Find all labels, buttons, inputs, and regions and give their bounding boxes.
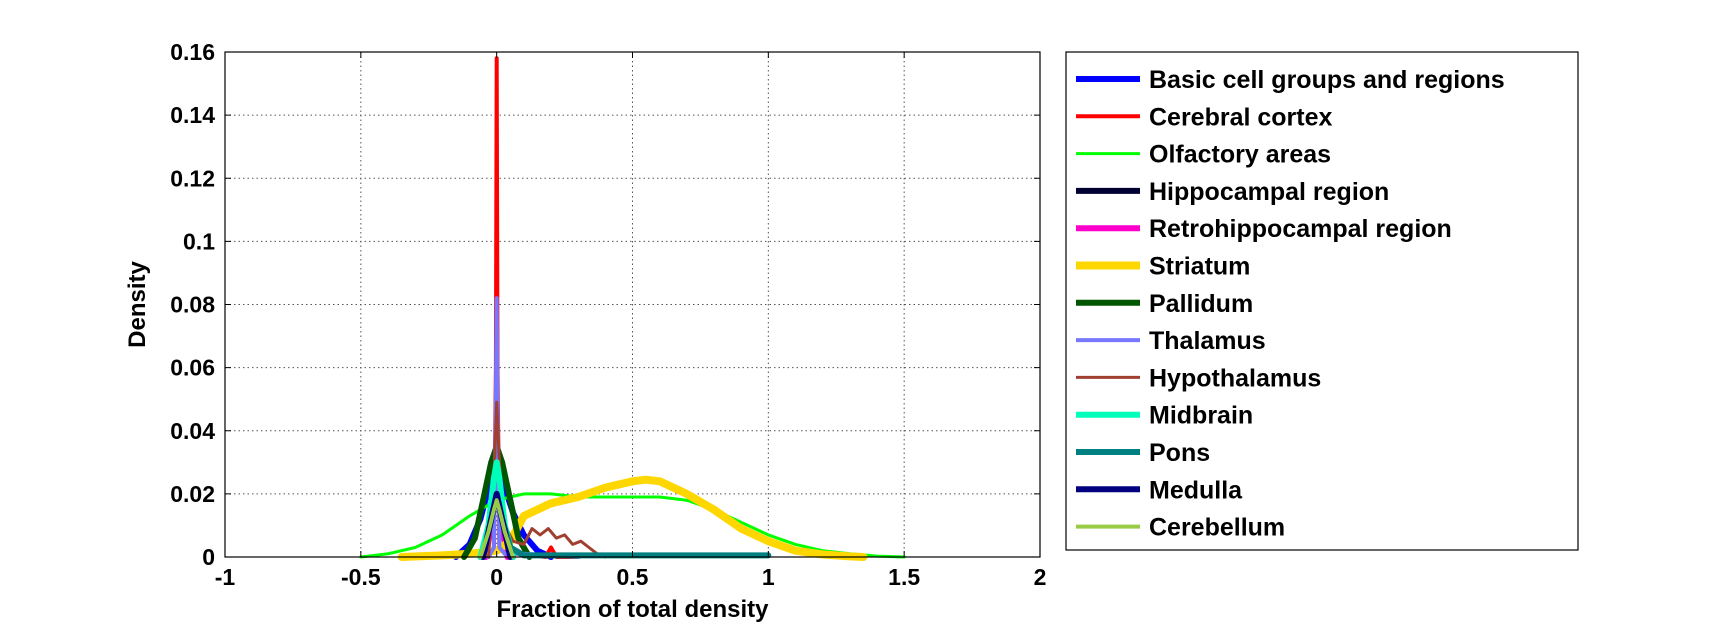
series-line-12 (478, 498, 515, 559)
x-tick-label: 2 (1034, 564, 1047, 590)
series-line-2 (359, 492, 906, 559)
y-tick-label: 0.12 (170, 165, 215, 191)
y-tick-label: 0.08 (170, 292, 215, 318)
y-tick-label: 0.16 (170, 39, 215, 65)
legend-box (1065, 51, 1579, 551)
legend-label-7: Thalamus (1149, 327, 1266, 355)
legend-label-6: Pallidum (1149, 290, 1253, 318)
x-tick-label: 0 (490, 564, 503, 590)
y-tick-label: 0.02 (170, 481, 215, 507)
y-tick-label: 0.06 (170, 355, 215, 381)
ticks-layer: -1 -0.5 0 0.5 1 1.5 2 0 0.02 0.04 0.06 0.08 0.1 0.12 0… (170, 39, 1046, 590)
y-tick-label: 0.04 (170, 418, 215, 444)
x-tick-label: 1 (762, 564, 775, 590)
series-layer (359, 56, 906, 561)
legend-label-11: Medulla (1149, 476, 1243, 504)
x-axis-title: Fraction of total density (496, 596, 769, 623)
legend-label-4: Retrohippocampal region (1149, 215, 1452, 243)
series-line-8 (487, 400, 607, 559)
y-tick-label: 0 (202, 544, 215, 570)
x-tick-label: 1.5 (888, 564, 920, 590)
legend-label-0: Basic cell groups and regions (1149, 66, 1505, 94)
y-tick-label: 0.14 (170, 102, 215, 128)
x-tick-label: 0.5 (617, 564, 649, 590)
legend-label-3: Hippocampal region (1149, 178, 1389, 206)
grid-layer (225, 52, 1040, 557)
legend-label-12: Cerebellum (1149, 514, 1285, 542)
legend: Basic cell groups and regions Cerebral co… (1065, 51, 1579, 551)
x-tick-label: -0.5 (341, 564, 381, 590)
y-tick-label: 0.1 (183, 228, 215, 254)
legend-label-1: Cerebral cortex (1149, 103, 1333, 131)
legend-label-8: Hypothalamus (1149, 364, 1321, 392)
x-tick-label: -1 (215, 564, 236, 590)
legend-label-10: Pons (1149, 439, 1210, 467)
legend-label-2: Olfactory areas (1149, 141, 1331, 169)
legend-label-5: Striatum (1149, 253, 1250, 281)
legend-label-9: Midbrain (1149, 402, 1253, 430)
y-axis-title: Density (124, 261, 151, 348)
